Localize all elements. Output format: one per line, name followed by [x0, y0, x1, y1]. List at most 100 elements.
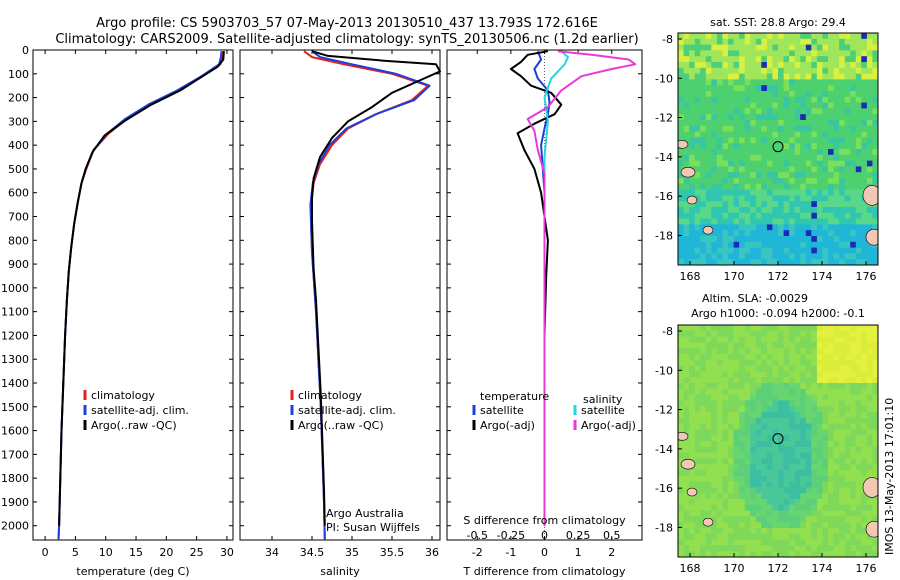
map-cell [689, 359, 696, 367]
map-cell [772, 359, 779, 367]
map-cell [700, 481, 707, 488]
map-cell [833, 504, 840, 512]
map-cell [711, 359, 718, 367]
map-cell [794, 365, 801, 372]
map-cell [855, 458, 862, 465]
map-cell [844, 383, 851, 390]
map-cell [833, 241, 840, 249]
map-cell [716, 516, 724, 523]
sla-map-field [678, 325, 878, 557]
map-cell [800, 342, 807, 349]
map-cell [739, 458, 746, 465]
map-cell [839, 212, 846, 220]
map-cell [700, 50, 707, 57]
map-cell [783, 33, 790, 40]
map-cell [694, 441, 701, 448]
map-cell [822, 325, 829, 332]
map-cell [789, 218, 796, 225]
map-cell [800, 539, 807, 546]
map-cell [866, 212, 874, 220]
map-cell [750, 96, 757, 104]
map-cell [844, 423, 851, 430]
map-cell [844, 464, 851, 471]
map-cell [783, 178, 790, 185]
map-cell [828, 230, 835, 237]
map-cell [716, 218, 724, 225]
map-cell [811, 195, 818, 202]
map-cell [722, 102, 729, 109]
map-cell [678, 504, 685, 512]
map-cell [839, 493, 846, 500]
map-cell [872, 67, 878, 75]
map-cell [744, 493, 751, 500]
map-cell [861, 85, 868, 92]
map-cell [683, 330, 690, 338]
map-cell [833, 336, 840, 343]
map-cell [816, 56, 824, 63]
map-cell [678, 224, 685, 231]
map-cell [694, 371, 701, 378]
map-cell [816, 149, 824, 156]
map-cell [778, 218, 785, 225]
map-cell [783, 406, 790, 413]
map-cell [744, 218, 751, 225]
map-cell [744, 499, 751, 506]
map-cell [678, 388, 685, 396]
map-cell [783, 259, 790, 265]
map-cell [822, 207, 829, 214]
map-cell [850, 423, 857, 430]
map-cell [789, 73, 796, 80]
map-cell [711, 481, 718, 488]
map-cell [772, 230, 779, 237]
map-cell [855, 545, 862, 552]
map-cell [805, 143, 812, 150]
map-cell [766, 236, 774, 243]
map-cell [683, 218, 690, 225]
map-cell [683, 446, 690, 454]
map-cell [844, 487, 851, 494]
map-cell [711, 354, 718, 361]
map-cell [733, 510, 740, 517]
map-cell [850, 348, 857, 355]
argo-position-marker [772, 433, 784, 445]
map-cell [789, 441, 796, 448]
map-cell [850, 400, 857, 407]
map-cell [705, 120, 712, 127]
map-cell [678, 412, 685, 419]
map-cell [789, 406, 796, 413]
map-cell [761, 504, 768, 512]
map-cell [766, 330, 774, 338]
map-cell [794, 56, 801, 63]
map-cell [728, 377, 735, 384]
map-cell [700, 149, 707, 156]
map-cell [816, 224, 824, 231]
map-cell [694, 325, 701, 332]
map-cell [794, 114, 801, 121]
map-cell [789, 172, 796, 179]
map-cell [861, 429, 868, 436]
map-cell [700, 114, 707, 121]
map-cell [689, 539, 696, 546]
legend-label: satellite [480, 404, 524, 417]
map-cell [683, 388, 690, 396]
map-cell [822, 178, 829, 185]
map-cell [816, 120, 824, 127]
map-cell [778, 452, 785, 459]
map-cell [750, 212, 757, 220]
map-cell [761, 236, 768, 243]
map-cell [755, 423, 762, 430]
map-cell [689, 241, 696, 249]
map-cell [866, 365, 874, 372]
map-cell [850, 388, 857, 396]
map-cell [855, 166, 862, 173]
map-cell [755, 73, 762, 80]
map-cell [822, 330, 829, 338]
map-cell [778, 44, 785, 51]
map-cell [839, 137, 846, 144]
map-cell [861, 377, 868, 384]
map-cell [705, 452, 712, 459]
map-cell [722, 377, 729, 384]
map-cell [794, 510, 801, 517]
map-cell [850, 166, 857, 173]
map-cell [733, 102, 740, 109]
